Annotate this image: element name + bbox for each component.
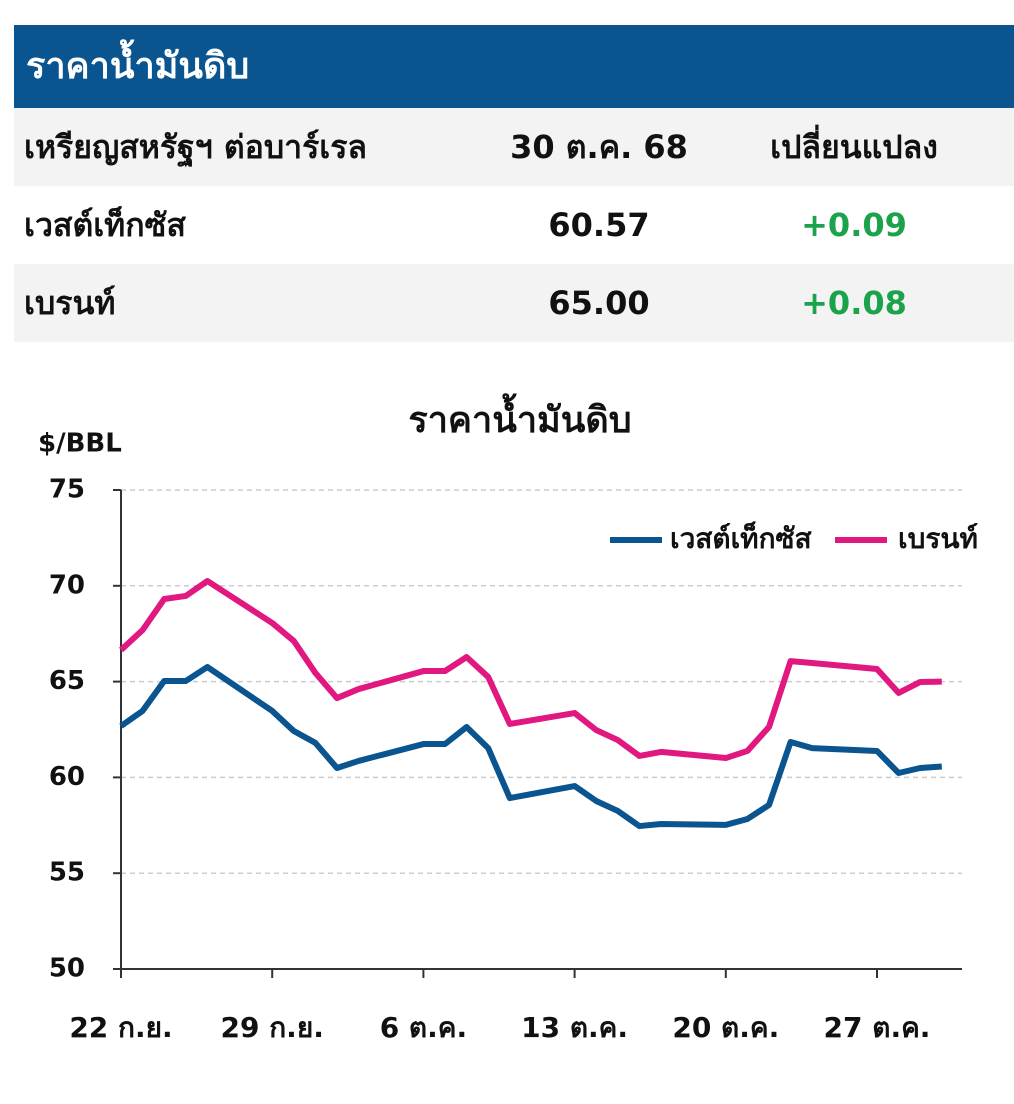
x-tick-label: 22 ก.ย.	[69, 1011, 172, 1044]
table-row: เวสต์เท็กซัส 60.57 +0.09	[14, 186, 1014, 264]
x-tick-label: 29 ก.ย.	[221, 1011, 324, 1044]
table-row: เบรนท์ 65.00 +0.08	[14, 264, 1014, 342]
row-label: เบรนท์	[24, 284, 116, 322]
x-tick-label: 13 ต.ค.	[521, 1011, 628, 1044]
y-tick-label: 50	[49, 954, 85, 984]
legend-label: เวสต์เท็กซัส	[670, 521, 813, 555]
x-tick-label: 27 ต.ค.	[824, 1011, 931, 1044]
table-title: ราคาน้ำมันดิบ	[14, 25, 1014, 108]
column-header: เหรียญสหรัฐฯ ต่อบาร์เรล	[24, 128, 368, 166]
table-header-row: เหรียญสหรัฐฯ ต่อบาร์เรล 30 ต.ค. 68 เปลี่…	[14, 108, 1014, 186]
x-tick-label: 20 ต.ค.	[672, 1011, 779, 1044]
change: +0.09	[801, 206, 907, 244]
row-label: เวสต์เท็กซัส	[24, 206, 186, 244]
y-tick-label: 55	[49, 858, 85, 888]
column-header: 30 ต.ค. 68	[510, 128, 688, 166]
y-tick-label: 75	[49, 475, 85, 505]
price: 65.00	[548, 284, 650, 322]
column-header: เปลี่ยนแปลง	[770, 128, 938, 166]
line-series	[119, 664, 943, 830]
x-tick-label: 6 ต.ค.	[380, 1011, 467, 1044]
y-tick-label: 70	[49, 570, 85, 600]
price: 60.57	[548, 206, 650, 244]
line-series	[118, 578, 942, 762]
legend-label: เบรนท์	[898, 522, 978, 555]
y-axis-label: $/BBL	[38, 429, 122, 459]
chart: ราคาน้ำมันดิบ $/BBL 50 55 60 65 70 75 22 ก.ย. 2…	[38, 393, 978, 1044]
y-tick-label: 60	[49, 762, 85, 792]
chart-title: ราคาน้ำมันดิบ	[408, 393, 631, 441]
y-tick-label: 65	[49, 666, 85, 696]
change: +0.08	[801, 284, 907, 322]
